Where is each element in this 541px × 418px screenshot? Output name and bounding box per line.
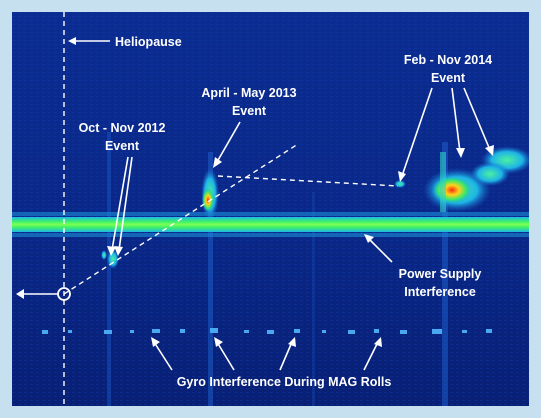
gyro-arrows [151,337,382,371]
trend-line-2013-2014 [217,175,399,187]
arrow-down-icon [398,171,406,182]
label-event-2014-line2: Event [431,71,466,85]
label-event-2013-line1: April - May 2013 [201,86,296,100]
event-2014-emission [394,146,529,212]
gyro-interference-dots [42,328,492,334]
power-supply-band [12,217,529,232]
label-power-line2: Interference [404,285,476,299]
label-event-2012-line2: Event [105,139,140,153]
label-event-2014-line1: Feb - Nov 2014 [404,53,492,67]
label-gyro: Gyro Interference During MAG Rolls [177,375,392,389]
arrow-left-icon [16,289,24,299]
label-heliopause: Heliopause [115,35,182,49]
vertical-streaks [107,132,448,406]
label-event-2013-line2: Event [232,104,267,118]
arrow-up-icon [364,234,374,243]
arrow-down-icon [213,157,222,168]
spectrogram: Heliopause Oct - Nov 2012 Event April - … [12,12,529,406]
label-power-line1: Power Supply [399,267,482,281]
arrow-down-icon [456,148,465,158]
arrow-left-icon [68,37,76,45]
event-2013-emission [201,168,219,220]
trend-line-rising [63,143,299,295]
label-event-2012-line1: Oct - Nov 2012 [79,121,166,135]
arrow-down-icon [485,145,494,156]
arrow-down-icon [114,246,123,256]
arrow-down-icon [107,246,116,256]
